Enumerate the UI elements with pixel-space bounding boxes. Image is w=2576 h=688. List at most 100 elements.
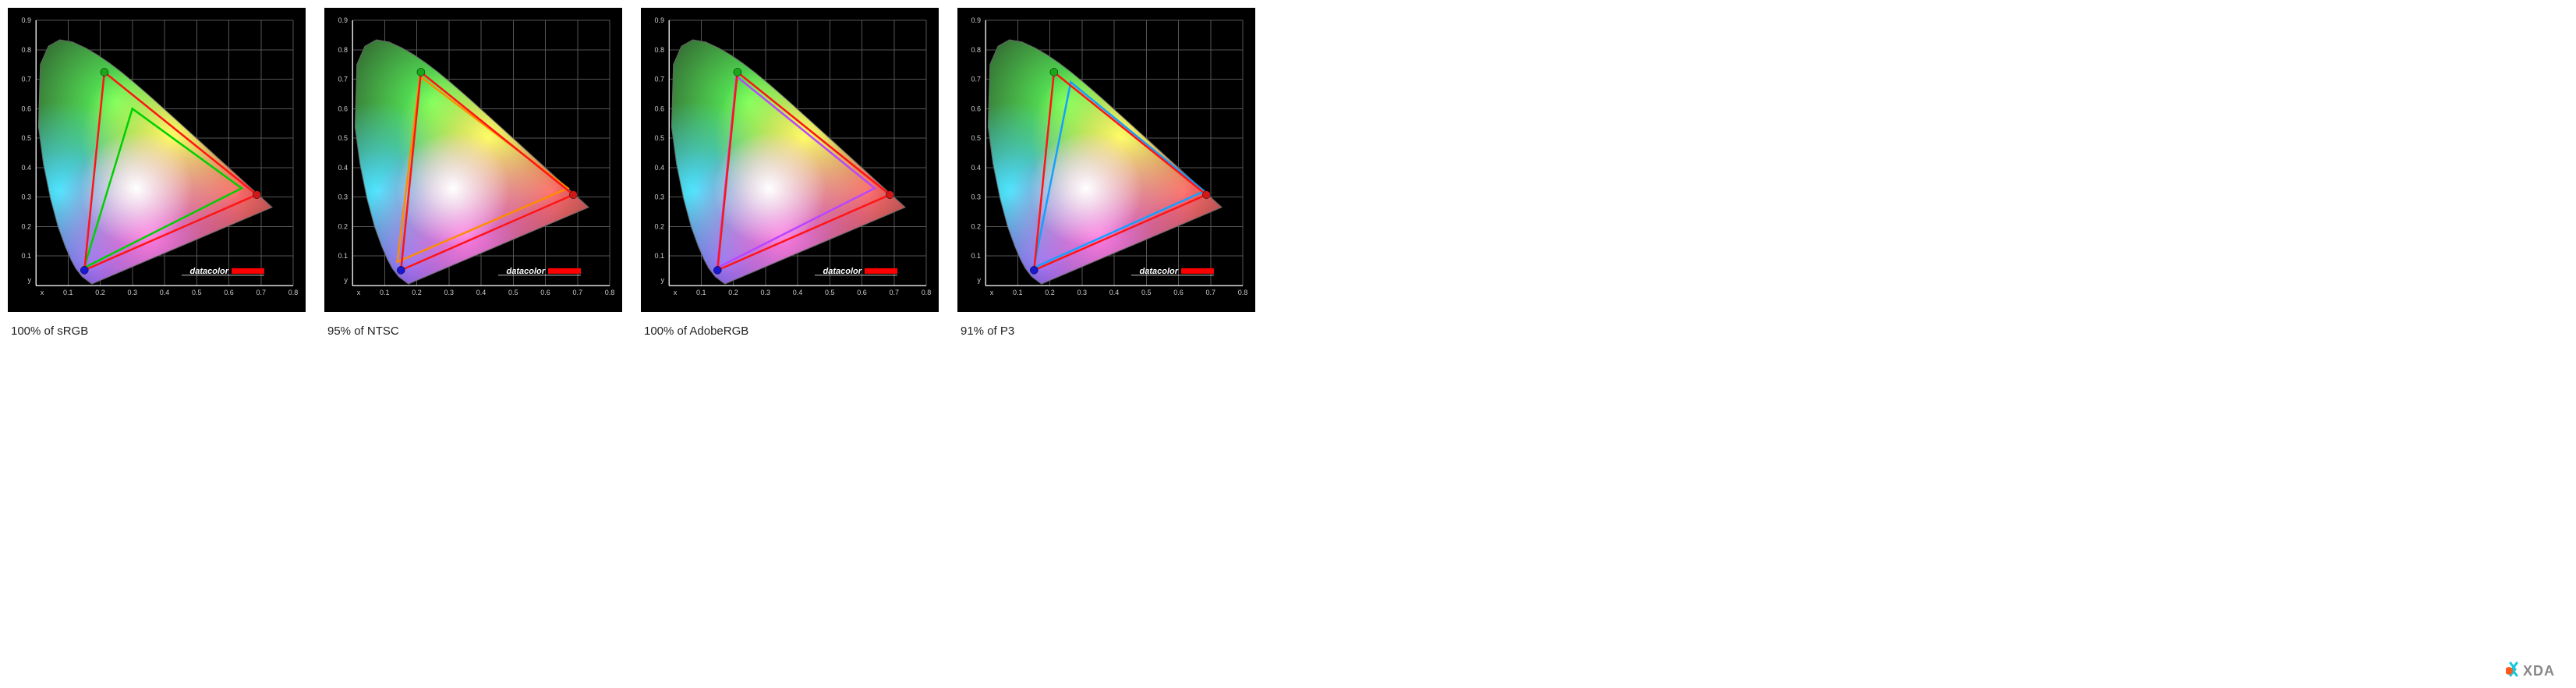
x-tick-label: 0.7 — [1205, 289, 1215, 296]
x-tick-label: 0.7 — [256, 289, 266, 296]
x-tick-label: 0.3 — [127, 289, 137, 296]
svg-text:datacolor: datacolor — [506, 267, 545, 276]
measured-vertex-r-dot — [886, 191, 893, 199]
x-tick-label: 0.2 — [1045, 289, 1055, 296]
x-tick-label: 0.1 — [380, 289, 390, 296]
cie1931-chart: 0.10.20.30.40.50.60.70.80.10.20.30.40.50… — [646, 12, 934, 307]
y-tick-label: 0.8 — [971, 46, 981, 54]
x-tick-label: 0.2 — [728, 289, 738, 296]
xda-watermark: XDA — [2506, 658, 2568, 683]
svg-text:datacolor: datacolor — [189, 267, 228, 276]
measured-vertex-g-dot — [101, 68, 108, 76]
x-tick-label: 0.6 — [540, 289, 550, 296]
y-tick-label: 0.7 — [21, 76, 31, 83]
x-axis-label: x — [990, 289, 994, 296]
x-tick-label: 0.4 — [160, 289, 170, 296]
x-tick-label: 0.3 — [760, 289, 770, 296]
panel-caption: 100% of AdobeRGB — [641, 320, 939, 338]
y-tick-label: 0.1 — [971, 252, 981, 260]
y-axis-label: y — [345, 276, 349, 284]
gamut-panel: 0.10.20.30.40.50.60.70.80.10.20.30.40.50… — [641, 8, 939, 338]
gamut-panel: 0.10.20.30.40.50.60.70.80.10.20.30.40.50… — [324, 8, 622, 338]
y-axis-label: y — [661, 276, 665, 284]
chart-frame: 0.10.20.30.40.50.60.70.80.10.20.30.40.50… — [957, 8, 1255, 312]
chart-frame: 0.10.20.30.40.50.60.70.80.10.20.30.40.50… — [641, 8, 939, 312]
x-tick-label: 0.3 — [1077, 289, 1087, 296]
y-tick-label: 0.6 — [21, 105, 31, 112]
y-tick-label: 0.2 — [654, 222, 664, 230]
x-tick-label: 0.8 — [288, 289, 299, 296]
x-tick-label: 0.8 — [1238, 289, 1248, 296]
x-tick-label: 0.4 — [476, 289, 487, 296]
y-tick-label: 0.2 — [971, 222, 981, 230]
y-tick-label: 0.2 — [338, 222, 348, 230]
x-tick-label: 0.5 — [508, 289, 518, 296]
gamut-panel: 0.10.20.30.40.50.60.70.80.10.20.30.40.50… — [957, 8, 1255, 338]
measured-vertex-b-dot — [397, 266, 405, 274]
x-tick-label: 0.5 — [192, 289, 202, 296]
x-tick-label: 0.5 — [825, 289, 835, 296]
x-axis-label: x — [674, 289, 678, 296]
x-tick-label: 0.2 — [95, 289, 105, 296]
x-axis-label: x — [41, 289, 44, 296]
y-tick-label: 0.9 — [971, 16, 981, 24]
measured-vertex-g-dot — [1050, 68, 1058, 76]
gamut-panel-row: 0.1 0.2 0.3 0.4 0.5 0.6 0.7 0.8 0.1 0.2 0.3 0.4 0.5 0… — [8, 8, 2568, 338]
y-tick-label: 0.2 — [21, 222, 31, 230]
y-tick-label: 0.1 — [338, 252, 348, 260]
cie1931-chart: 0.10.20.30.40.50.60.70.80.10.20.30.40.50… — [12, 12, 301, 307]
x-tick-label: 0.7 — [889, 289, 899, 296]
measured-vertex-b-dot — [80, 266, 88, 274]
y-tick-label: 0.4 — [338, 164, 348, 172]
x-tick-label: 0.6 — [224, 289, 234, 296]
svg-text:datacolor: datacolor — [1139, 267, 1178, 276]
y-tick-label: 0.7 — [971, 76, 981, 83]
x-axis-label: x — [357, 289, 361, 296]
y-tick-label: 0.5 — [654, 134, 664, 142]
y-tick-label: 0.6 — [654, 105, 664, 112]
y-tick-label: 0.1 — [654, 252, 664, 260]
panel-caption: 100% of sRGB — [8, 320, 306, 338]
x-tick-label: 0.1 — [696, 289, 706, 296]
y-tick-label: 0.7 — [338, 76, 348, 83]
measured-vertex-g-dot — [734, 68, 741, 76]
measured-vertex-g-dot — [417, 68, 425, 76]
measured-vertex-b-dot — [713, 266, 721, 274]
watermark-text: XDA — [2523, 663, 2555, 679]
cie1931-chart: 0.10.20.30.40.50.60.70.80.10.20.30.40.50… — [962, 12, 1251, 307]
chart-frame: 0.10.20.30.40.50.60.70.80.10.20.30.40.50… — [324, 8, 622, 312]
cie1931-chart: 0.10.20.30.40.50.60.70.80.10.20.30.40.50… — [329, 12, 617, 307]
measured-vertex-r-dot — [569, 191, 577, 199]
y-tick-label: 0.6 — [338, 105, 348, 112]
y-tick-label: 0.4 — [21, 164, 31, 172]
y-tick-label: 0.3 — [971, 193, 981, 201]
measured-vertex-b-dot — [1030, 266, 1038, 274]
x-tick-label: 0.8 — [922, 289, 932, 296]
x-tick-label: 0.6 — [1173, 289, 1184, 296]
y-tick-label: 0.9 — [21, 16, 31, 24]
y-tick-label: 0.4 — [971, 164, 981, 172]
y-tick-label: 0.5 — [338, 134, 348, 142]
y-tick-label: 0.3 — [654, 193, 664, 201]
x-tick-label: 0.1 — [63, 289, 73, 296]
y-tick-label: 0.3 — [21, 193, 31, 201]
y-tick-label: 0.9 — [654, 16, 664, 24]
y-tick-label: 0.5 — [971, 134, 981, 142]
measured-vertex-r-dot — [1202, 191, 1210, 199]
x-tick-label: 0.4 — [1109, 289, 1120, 296]
y-axis-label: y — [978, 276, 982, 284]
x-tick-label: 0.7 — [572, 289, 582, 296]
y-axis-label: y — [28, 276, 32, 284]
panel-caption: 91% of P3 — [957, 320, 1255, 338]
y-tick-label: 0.1 — [21, 252, 31, 260]
chart-frame: 0.10.20.30.40.50.60.70.80.10.20.30.40.50… — [8, 8, 306, 312]
gamut-panel: 0.10.20.30.40.50.60.70.80.10.20.30.40.50… — [8, 8, 306, 338]
x-tick-label: 0.6 — [857, 289, 867, 296]
y-tick-label: 0.7 — [654, 76, 664, 83]
x-tick-label: 0.4 — [793, 289, 803, 296]
y-tick-label: 0.8 — [338, 46, 348, 54]
y-tick-label: 0.8 — [654, 46, 664, 54]
x-tick-label: 0.8 — [605, 289, 615, 296]
y-tick-label: 0.3 — [338, 193, 348, 201]
y-tick-label: 0.6 — [971, 105, 981, 112]
